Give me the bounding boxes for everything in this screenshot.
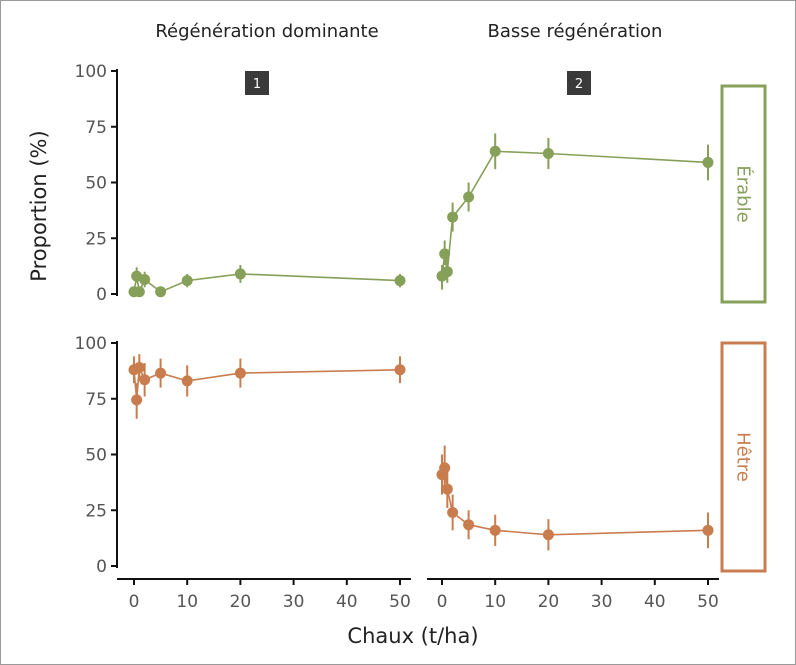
data-point [441, 483, 453, 495]
data-point [542, 529, 554, 541]
strip-box-row-2 [720, 341, 767, 573]
x-axis-title: Chaux (t/ha) [347, 624, 478, 648]
y-tick-label: 100 [75, 334, 107, 354]
data-point [702, 524, 714, 536]
data-point [447, 211, 459, 223]
y-tick-label: 25 [85, 229, 107, 249]
data-point [439, 462, 451, 474]
data-point [542, 148, 554, 160]
panel-r1-c2 [436, 133, 714, 290]
x-tick-label: 20 [538, 592, 560, 612]
data-point [447, 506, 459, 518]
x-tick-label: 10 [176, 592, 198, 612]
labels: Régénération dominante 1 Basse régénératio… [155, 21, 767, 573]
y-tick-label: 50 [85, 174, 107, 194]
data-point [155, 367, 167, 379]
x-tick-label: 0 [437, 592, 448, 612]
data-point [234, 268, 246, 280]
panel-tag-label-2: 2 [575, 77, 583, 92]
x-tick-label: 50 [697, 592, 719, 612]
y-tick-label: 75 [85, 390, 107, 410]
x-tick-label: 0 [129, 592, 140, 612]
data-point [131, 394, 143, 406]
x-tick-label: 10 [484, 592, 506, 612]
y-tick-label: 100 [75, 62, 107, 82]
panel-tag-2 [567, 71, 591, 95]
panel-tag-1 [245, 71, 269, 95]
data-point [133, 286, 145, 298]
y-tick-label: 25 [85, 501, 107, 521]
y-tick-label: 75 [85, 118, 107, 138]
data-point [463, 191, 475, 203]
series-line [441, 150, 709, 277]
x-tick-label: 40 [336, 592, 358, 612]
data-point [181, 375, 193, 387]
panel-r2-c2 [436, 445, 714, 551]
strip-label-row-2: Hêtre [733, 432, 754, 482]
data-point [139, 274, 151, 286]
data-point [394, 364, 406, 376]
x-tick-label: 30 [591, 592, 613, 612]
x-tick-label: 40 [644, 592, 666, 612]
data-point [133, 362, 145, 374]
x-tick-label: 20 [230, 592, 252, 612]
data-point [463, 519, 475, 531]
y-tick-label: 0 [96, 557, 107, 577]
data-point [234, 367, 246, 379]
data-point [155, 286, 167, 298]
panel-tag-label-1: 1 [253, 77, 261, 92]
y-tick-label: 0 [96, 285, 107, 305]
panel-r1-c1 [128, 265, 406, 298]
data-point [489, 145, 501, 157]
data-point [181, 275, 193, 287]
series-line [441, 467, 709, 536]
y-tick-label: 50 [85, 446, 107, 466]
facet-title-col-1: Régénération dominante [155, 21, 378, 42]
panel-r2-c1 [128, 354, 406, 419]
data-point [439, 248, 451, 260]
x-tick-label: 50 [389, 592, 411, 612]
data-point [394, 275, 406, 287]
axes: 0 25 50 75 100 0 25 50 75 100 0 10 20 30 40 50 0 10 20 30 40… [75, 62, 719, 612]
data-point [489, 524, 501, 536]
series-line [133, 273, 401, 295]
y-axis-title: Proportion (%) [27, 130, 51, 281]
strip-box-row-1 [720, 84, 767, 304]
x-tick-label: 30 [283, 592, 305, 612]
data-point [441, 266, 453, 278]
strip-label-row-1: Érable [733, 165, 755, 222]
data-point [702, 156, 714, 168]
panels [128, 133, 714, 551]
series-line [133, 367, 401, 400]
data-point [139, 374, 151, 386]
facet-title-col-2: Basse régénération [488, 21, 663, 42]
